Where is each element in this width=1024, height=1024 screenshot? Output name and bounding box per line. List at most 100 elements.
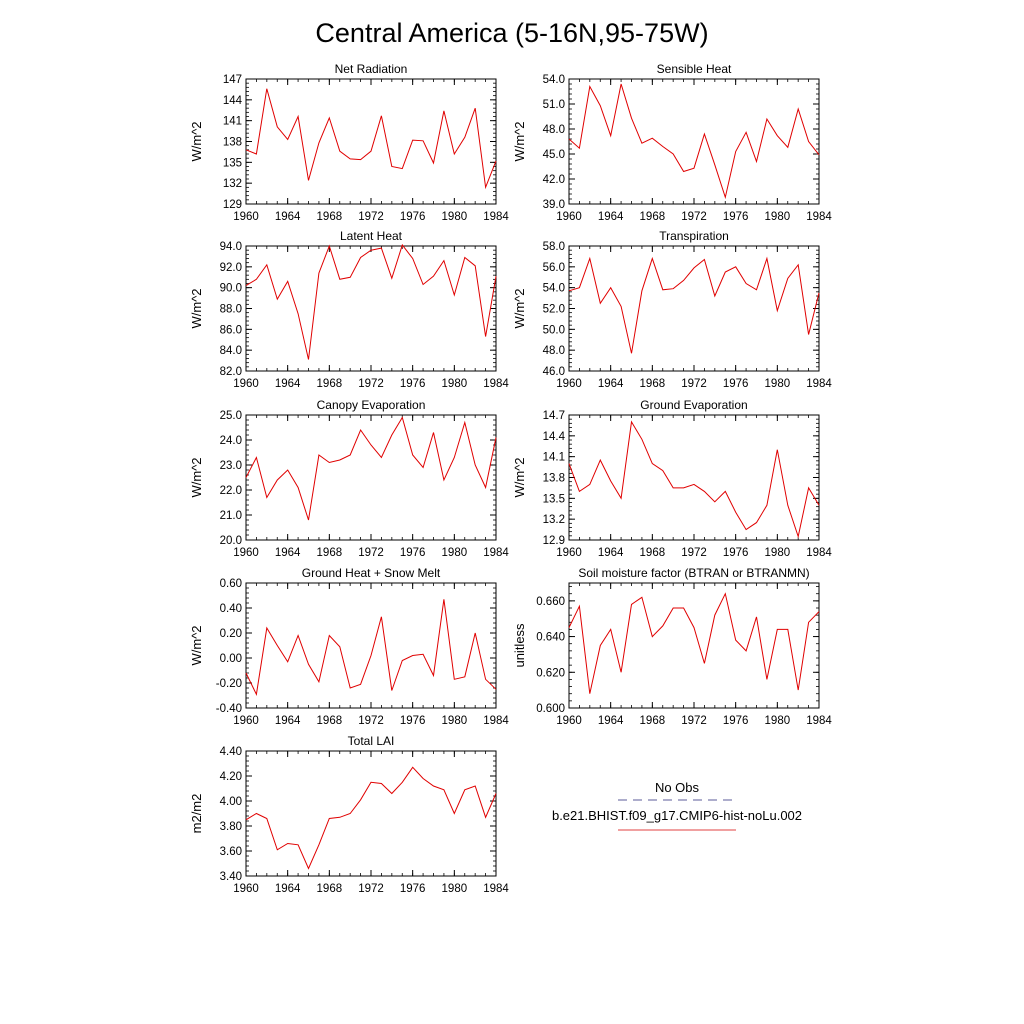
x-tick-label: 1984	[483, 883, 509, 895]
y-tick-label: 3.60	[220, 846, 242, 858]
y-tick-label: 82.0	[220, 366, 242, 378]
plot-frame	[568, 245, 820, 372]
x-tick-label: 1968	[317, 883, 343, 895]
x-tick-label: 1976	[723, 211, 749, 223]
y-tick-label: 144	[223, 95, 243, 107]
y-axis-label: W/m^2	[189, 121, 204, 161]
series-line-model	[568, 256, 820, 354]
y-tick-label: 94.0	[220, 241, 242, 253]
x-tick-label: 1968	[317, 715, 343, 727]
x-tick-label: 1964	[275, 547, 301, 559]
x-tick-label: 1980	[442, 715, 468, 727]
panel-total-lai: Total LAI m2/m2 3.40 3.60 3.80 4.00 4.20 4.40 19…	[189, 734, 509, 895]
x-tick-label: 1980	[442, 883, 468, 895]
x-tick-label: 1980	[765, 378, 791, 390]
panel-canopy-evaporation: Canopy Evaporation W/m^2 20.0 21.0 22.0 23.0 2…	[189, 398, 509, 559]
panel-title: Sensible Heat	[657, 62, 732, 76]
legend-label-model: b.e21.BHIST.f09_g17.CMIP6-hist-noLu.002	[552, 808, 802, 823]
x-tick-label: 1980	[442, 211, 468, 223]
x-tick-label: 1976	[723, 547, 749, 559]
x-tick-label: 1960	[556, 547, 582, 559]
y-tick-label: 23.0	[220, 460, 242, 472]
y-tick-label: 4.20	[220, 771, 242, 783]
y-tick-label: 86.0	[220, 324, 242, 336]
y-tick-label: 0.40	[220, 603, 242, 615]
panel-ground-heat-snow-melt: Ground Heat + Snow Melt W/m^2 -0.40 -0.20 0.…	[189, 566, 509, 727]
y-tick-label: 45.0	[543, 149, 565, 161]
x-tick-label: 1972	[681, 211, 707, 223]
x-tick-label: 1964	[598, 211, 624, 223]
x-tick-label: 1964	[598, 378, 624, 390]
panel-title: Latent Heat	[340, 229, 403, 243]
series-line-model	[568, 420, 820, 539]
y-axis-label: m2/m2	[189, 794, 204, 834]
x-tick-label: 1984	[806, 211, 832, 223]
plot-frame	[245, 78, 497, 205]
x-tick-label: 1960	[556, 378, 582, 390]
y-tick-label: 0.620	[536, 667, 565, 679]
x-tick-label: 1960	[233, 211, 259, 223]
y-axis-label: W/m^2	[189, 288, 204, 328]
y-tick-label: 48.0	[543, 124, 565, 136]
y-tick-label: -0.40	[216, 703, 242, 715]
x-tick-label: 1980	[765, 715, 791, 727]
y-tick-label: 51.0	[543, 99, 565, 111]
x-tick-label: 1980	[442, 547, 468, 559]
x-tick-label: 1984	[806, 547, 832, 559]
y-axis-label: W/m^2	[189, 457, 204, 497]
x-tick-label: 1960	[556, 715, 582, 727]
y-tick-label: 14.7	[543, 410, 565, 422]
y-tick-label: 0.640	[536, 632, 565, 644]
y-tick-label: 14.4	[543, 431, 566, 443]
y-tick-label: 50.0	[543, 324, 565, 336]
x-tick-label: 1984	[483, 715, 509, 727]
x-tick-label: 1976	[723, 378, 749, 390]
plot-frame	[568, 78, 820, 205]
x-tick-label: 1984	[483, 378, 509, 390]
y-tick-label: 135	[223, 157, 242, 169]
x-tick-label: 1980	[765, 547, 791, 559]
y-tick-label: 24.0	[220, 435, 242, 447]
y-tick-label: 54.0	[543, 74, 565, 86]
x-tick-label: 1976	[400, 547, 426, 559]
series-line-model	[245, 766, 497, 870]
x-tick-label: 1972	[358, 547, 384, 559]
y-axis-label: W/m^2	[512, 457, 527, 497]
panel-latent-heat: Latent Heat W/m^2 82.0 84.0 86.0 88.0 90.0 92.0…	[189, 229, 509, 390]
panel-title: Total LAI	[348, 734, 395, 748]
series-line-model	[245, 599, 497, 696]
x-tick-label: 1972	[358, 211, 384, 223]
panel-ground-evaporation: Ground Evaporation W/m^2 12.9 13.2 13.5 13.8 1…	[512, 398, 832, 559]
series-line-model	[568, 592, 820, 694]
panel-title: Soil moisture factor (BTRAN or BTRANMN)	[578, 566, 809, 580]
panel-title: Canopy Evaporation	[317, 398, 426, 412]
x-tick-label: 1976	[400, 211, 426, 223]
plot-frame	[568, 414, 820, 541]
y-tick-label: 13.5	[543, 493, 565, 505]
legend-label-obs: No Obs	[655, 780, 700, 795]
y-tick-label: 48.0	[543, 345, 565, 357]
panels: Net Radiation W/m^2 129 132 135 138 141 144 147 1…	[189, 62, 832, 895]
y-tick-label: 56.0	[543, 262, 565, 274]
y-axis-label: W/m^2	[512, 288, 527, 328]
y-tick-label: 14.1	[543, 452, 565, 464]
y-tick-label: 12.9	[543, 535, 565, 547]
y-tick-label: 3.40	[220, 871, 242, 883]
x-tick-label: 1968	[640, 715, 666, 727]
x-tick-label: 1964	[598, 715, 624, 727]
series-line-model	[245, 88, 497, 190]
x-tick-label: 1960	[556, 211, 582, 223]
y-tick-label: 141	[223, 116, 242, 128]
y-tick-label: 0.00	[220, 653, 242, 665]
x-tick-label: 1976	[400, 883, 426, 895]
x-tick-label: 1960	[233, 547, 259, 559]
y-tick-label: 0.600	[536, 703, 565, 715]
y-tick-label: 92.0	[220, 262, 242, 274]
panel-title: Ground Heat + Snow Melt	[302, 566, 441, 580]
y-tick-label: 4.00	[220, 796, 242, 808]
y-tick-label: 52.0	[543, 304, 565, 316]
y-tick-label: 25.0	[220, 410, 242, 422]
plot-frame	[568, 582, 820, 709]
x-tick-label: 1968	[317, 378, 343, 390]
x-tick-label: 1964	[275, 715, 301, 727]
